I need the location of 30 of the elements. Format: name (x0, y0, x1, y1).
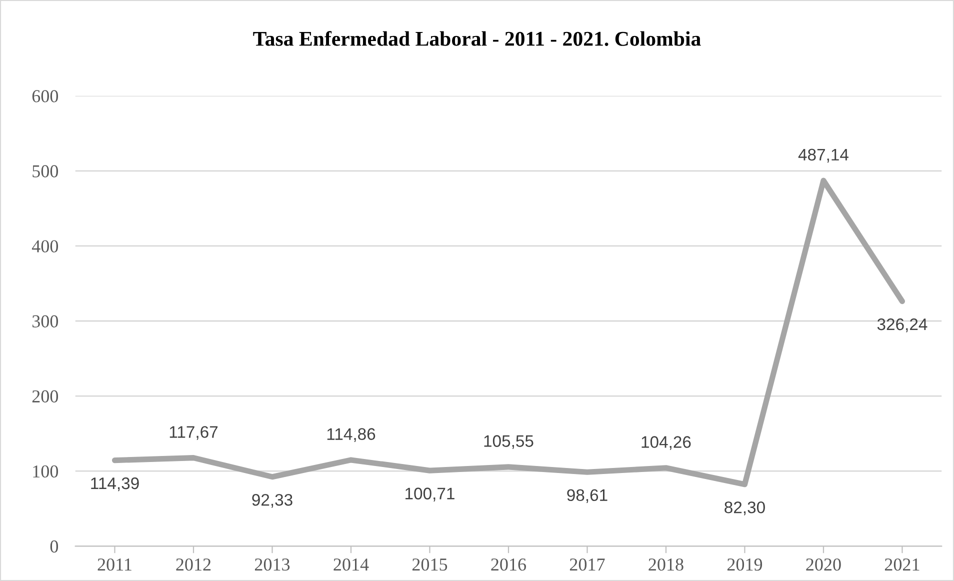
data-label: 117,67 (170, 426, 218, 440)
y-tick-label: 400 (32, 240, 58, 252)
y-tick-label: 500 (32, 165, 58, 178)
data-label: 487,14 (798, 148, 848, 163)
x-tick-label: 2014 (334, 558, 369, 571)
x-tick-label: 2019 (727, 558, 762, 571)
x-tick-label: 2021 (884, 558, 920, 571)
x-tick-label: 2017 (570, 558, 605, 571)
data-label: 100,71 (406, 488, 454, 502)
x-tick-label: 2013 (254, 558, 290, 571)
data-label: 92,33 (252, 494, 292, 508)
x-tick-label: 2012 (176, 558, 211, 571)
data-label: 326,24 (877, 318, 928, 332)
y-tick-label: 100 (33, 465, 58, 478)
data-label: 114,39 (91, 477, 139, 492)
chart-title: Tasa Enfermedad Laboral - 2011 - 2021. Colombia (253, 31, 701, 46)
x-tick-label: 2018 (648, 558, 684, 571)
data-label: 98,61 (567, 489, 608, 504)
data-label: 105,55 (484, 435, 534, 449)
x-tick-label: 2020 (806, 558, 841, 571)
data-label: 104,26 (642, 436, 691, 450)
x-tick-label: 2016 (491, 558, 526, 571)
x-tick-label: 2015 (412, 558, 448, 571)
data-label: 82,30 (724, 501, 765, 516)
y-tick-label: 600 (32, 90, 58, 102)
y-tick-label: 300 (32, 315, 58, 328)
y-tick-label: 0 (50, 540, 58, 553)
y-tick-label: 200 (32, 390, 58, 402)
x-tick-label: 2011 (98, 558, 132, 571)
data-label: 114,86 (327, 428, 376, 442)
